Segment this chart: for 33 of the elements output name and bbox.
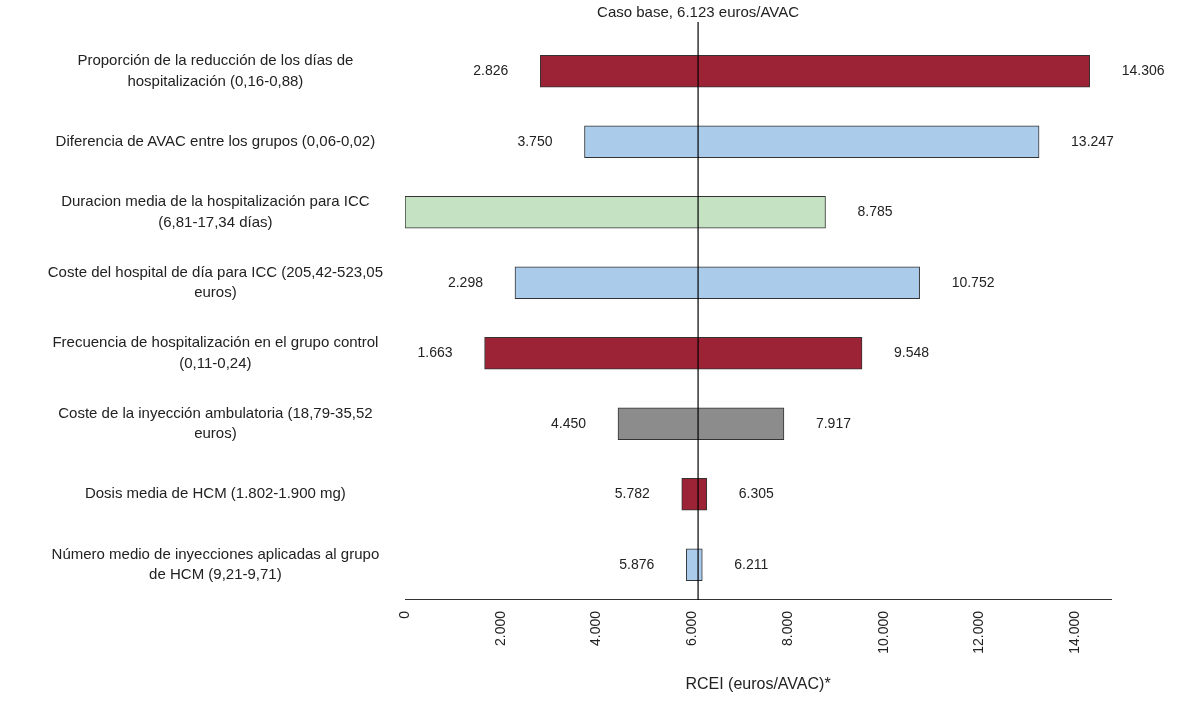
annotation: 6.305 [738,485,775,502]
annotation: 6.211 [734,555,769,572]
annotation: 5.782 [614,485,650,502]
x-tick-label: 2.000 [491,610,508,647]
y-tick-label: Número medio de inyecciones aplicadas al grupo de HCM (9,21-9,71) [51,544,380,582]
annotation: 9.548 [894,344,930,361]
annotation: 4.450 [550,414,587,431]
y-tick-label: Duracion media de la hospitalización para ICC (6,81-17,34 días) [61,192,370,230]
x-tick-label: 10.000 [874,610,891,654]
y-tick-label: Frecuencia de hospitalización en el grupo control (0,11-0,24) [52,333,379,371]
annotation: 13.247 [1071,132,1115,149]
x-tick-label: 14.000 [1065,610,1082,654]
y-tick-label: Dosis media de HCM (1.802-1.900 mg) [84,484,346,502]
x-tick-label: 6.000 [683,610,700,647]
x-tick-label: 4.000 [587,610,604,647]
annotation: 8.785 [857,203,893,220]
annotation: 1.663 [417,344,453,361]
annotation: 7.917 [815,414,852,431]
annotation: 3.750 [517,132,553,149]
x-tick-label: 12.000 [970,610,987,654]
y-tick-label: Diferencia de AVAC entre los grupos (0,06-0,02) [55,131,376,149]
x-tick-label: 0 [395,610,412,619]
x-axis-title: RCEI (euros/AVAC)* [685,674,831,692]
y-tick-label: Proporción de la reducción de los días de hospitalización (0,16-0,88) [77,51,354,89]
annotation: 2.826 [473,62,509,79]
annotation: 14.306 [1121,62,1165,79]
ref-line-label: Caso base, 6.123 euros/AVAC [597,2,800,20]
annotation: 5.876 [619,555,655,572]
x-tick-label: 8.000 [778,610,795,647]
y-tick-label: Coste de la inyección ambulatoria (18,79-35,52 euros) [58,403,373,441]
annotation: 10.752 [951,273,995,290]
y-tick-label: Coste del hospital de día para ICC (205,42-523,05 euros) [47,262,383,301]
annotation: 2.298 [447,273,484,290]
